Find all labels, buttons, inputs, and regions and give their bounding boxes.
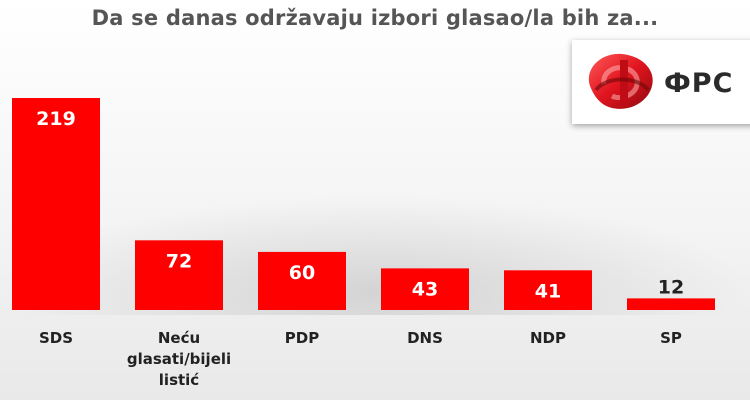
bar-1 [135,240,223,310]
data-label-0: 219 [36,108,76,130]
data-label-4: 41 [535,280,561,302]
category-label-2: PDP [285,329,319,347]
category-label-5: SP [660,329,682,347]
category-label-3: DNS [407,329,443,347]
bar-3 [381,268,469,310]
category-label-0: SDS [39,329,73,347]
bar-4 [504,270,592,310]
chart-title: Da se danas održavaju izbori glasao/la b… [91,6,659,30]
red-ribbon-logo-icon [588,53,653,109]
logo-box: ФРС [572,40,750,124]
bar-2 [258,251,346,310]
data-label-3: 43 [412,278,438,300]
data-label-2: 60 [289,262,315,284]
bar-5 [627,298,715,310]
data-label-1: 72 [166,250,192,272]
category-label-4: NDP [530,329,566,347]
bar-0 [12,98,100,310]
plot-background-shadow [0,195,750,315]
category-label-1: Neću glasati/bijeli listić [127,329,231,389]
logo-wordmark: ФРС [664,68,734,99]
data-label-5: 12 [658,276,684,298]
